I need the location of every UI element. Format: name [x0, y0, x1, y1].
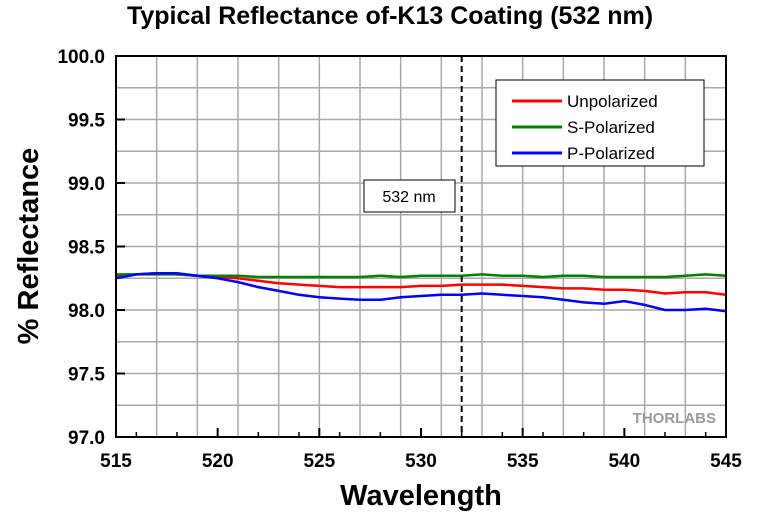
- legend-label-s-polarized: S-Polarized: [567, 118, 655, 137]
- legend: Unpolarized S-Polarized P-Polarized: [495, 79, 705, 167]
- y-tick-label: 98.0: [68, 301, 105, 322]
- x-axis-label: Wavelength: [340, 480, 502, 512]
- series-line-unpolarized: [115, 271, 727, 297]
- y-tick-label: 97.5: [68, 365, 105, 386]
- legend-label-p-polarized: P-Polarized: [567, 144, 655, 163]
- annotation-label: 532 nm: [382, 189, 435, 206]
- annotation-box: 532 nm: [363, 179, 456, 213]
- x-axis-ticks: 515 520 525 530 535 540 545: [100, 428, 742, 472]
- y-tick-label: 97.0: [68, 428, 105, 449]
- legend-label-unpolarized: Unpolarized: [567, 92, 658, 111]
- x-tick-label: 520: [202, 451, 234, 472]
- series-line-p-polarized: [115, 271, 727, 313]
- y-axis-label: % Reflectance: [13, 148, 45, 345]
- data-series: [115, 271, 727, 313]
- y-tick-label: 99.5: [68, 111, 105, 132]
- x-tick-label: 540: [608, 451, 640, 472]
- y-tick-label: 99.0: [68, 174, 105, 195]
- y-tick-label: 98.5: [68, 238, 105, 259]
- x-tick-label: 515: [100, 451, 132, 472]
- y-axis-ticks: 97.0 97.5 98.0 98.5 99.0 99.5 100.0: [57, 47, 125, 449]
- thorlabs-logo: THORLABS: [633, 410, 716, 427]
- series-line-s-polarized: [116, 273, 727, 279]
- x-tick-label: 535: [507, 451, 539, 472]
- chart-title: Typical Reflectance of-K13 Coating (532 …: [126, 2, 654, 30]
- x-tick-label: 525: [303, 451, 335, 472]
- x-tick-label: 545: [710, 451, 742, 472]
- y-tick-label: 100.0: [57, 47, 105, 68]
- x-tick-label: 530: [405, 451, 437, 472]
